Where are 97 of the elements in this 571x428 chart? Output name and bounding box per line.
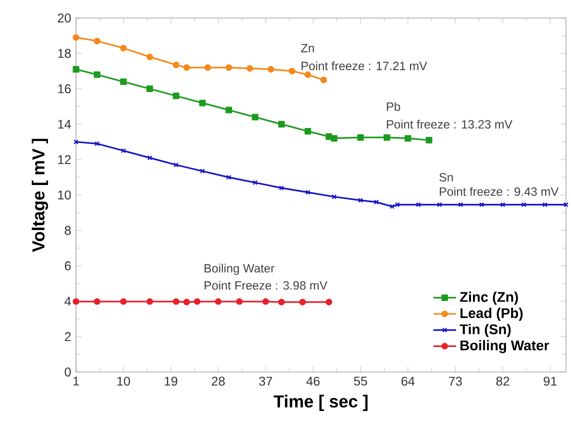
point <box>299 298 306 306</box>
point <box>174 162 179 168</box>
point <box>94 71 100 78</box>
annotation: Zn <box>301 44 314 52</box>
point <box>172 92 180 100</box>
point <box>72 66 80 73</box>
point <box>326 298 332 306</box>
point <box>330 135 338 142</box>
point <box>374 200 379 205</box>
x-tick-label: 10 <box>117 376 130 386</box>
point <box>500 202 506 208</box>
y-axis-title: Voltage [ mV ] <box>32 138 48 252</box>
point <box>120 44 127 52</box>
point <box>262 298 269 305</box>
point <box>326 133 332 140</box>
point <box>226 64 232 71</box>
point <box>521 202 526 208</box>
y-tick-label: 0 <box>64 368 71 376</box>
x-tick-label: 37 <box>259 376 272 386</box>
legend-label: Zinc (Zn) <box>460 292 518 305</box>
point <box>72 298 80 305</box>
point <box>94 298 100 305</box>
point <box>147 155 152 160</box>
y-tick-label: 16 <box>58 84 71 94</box>
point <box>357 134 364 141</box>
y-tick-label: 14 <box>58 120 71 129</box>
point <box>246 65 254 72</box>
point <box>252 180 258 186</box>
point <box>305 190 310 195</box>
x-tick-label: 82 <box>496 376 510 386</box>
point <box>226 174 232 180</box>
point <box>94 38 100 44</box>
y-tick-label: 6 <box>64 261 71 270</box>
point <box>332 194 337 200</box>
x-tick-label: 28 <box>212 376 225 386</box>
x-tick-label: 73 <box>448 376 462 386</box>
point <box>120 78 127 85</box>
point <box>183 298 190 306</box>
annotation: Point freeze : 17.21 mV <box>302 61 428 70</box>
point <box>278 185 284 190</box>
point <box>320 76 327 84</box>
point <box>200 168 205 174</box>
y-tick-label: 2 <box>64 332 71 342</box>
point <box>172 298 180 305</box>
point <box>278 120 285 128</box>
legend-label: Tin (Sn) <box>460 324 511 337</box>
legend-label: Boiling Water <box>460 340 550 354</box>
y-tick-label: 20 <box>58 14 71 22</box>
point <box>120 298 127 305</box>
point <box>194 298 200 305</box>
y-tick-label: 4 <box>64 296 71 306</box>
point <box>146 86 154 92</box>
annotation: Point Freeze : 3.98 mV <box>204 280 328 290</box>
point <box>146 54 154 60</box>
point <box>358 198 363 203</box>
x-axis-title: Time [ sec ] <box>274 394 368 411</box>
point <box>542 202 548 208</box>
x-tick-label: 46 <box>306 376 320 386</box>
annotation: Point freeze : 9.43 mV <box>440 187 559 196</box>
point <box>94 141 100 146</box>
annotation: Pb <box>386 102 400 111</box>
annotation: Boiling Water <box>204 264 274 275</box>
point <box>479 202 484 208</box>
point <box>236 298 243 305</box>
point <box>437 202 442 208</box>
point <box>146 298 154 305</box>
point <box>384 134 390 141</box>
point <box>214 298 222 305</box>
y-tick-label: 8 <box>64 226 71 235</box>
y-tick-label: 12 <box>58 155 71 164</box>
point <box>458 202 464 208</box>
x-tick-label: 55 <box>354 376 368 386</box>
point <box>204 64 211 71</box>
point <box>172 62 180 68</box>
point <box>199 100 206 106</box>
point <box>304 71 312 78</box>
point <box>426 136 432 144</box>
x-tick-label: 19 <box>164 376 178 386</box>
point <box>288 68 296 74</box>
point <box>404 135 412 142</box>
point <box>72 34 80 41</box>
x-tick-label: 64 <box>402 376 415 386</box>
point <box>252 114 258 120</box>
legend-label: Lead (Pb) <box>460 308 523 321</box>
y-tick-label: 18 <box>58 48 71 58</box>
point <box>278 298 285 306</box>
point <box>304 128 312 135</box>
point <box>226 106 232 114</box>
annotation: Sn <box>439 173 453 182</box>
point <box>120 148 126 154</box>
point <box>416 202 421 208</box>
x-tick-label: 1 <box>73 376 79 386</box>
x-tick-label: 91 <box>544 376 557 386</box>
point <box>268 66 274 73</box>
annotation: Point freeze : 13.23 mV <box>386 120 512 129</box>
point <box>183 64 190 71</box>
y-tick-label: 10 <box>58 190 71 200</box>
